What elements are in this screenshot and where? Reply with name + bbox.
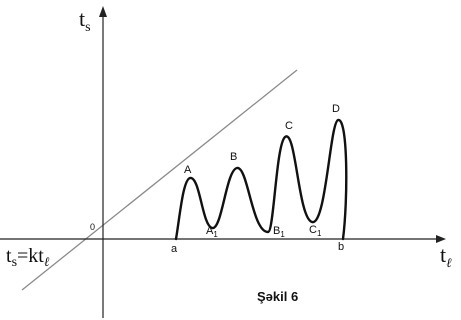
figure-caption: Şəkil 6 bbox=[257, 290, 298, 303]
trough-label-a1: A1 bbox=[206, 226, 218, 237]
y-axis-label: ts bbox=[79, 8, 91, 30]
x-axis-label-sub: ℓ bbox=[446, 255, 451, 270]
trough-label-b1: B1 bbox=[273, 226, 285, 237]
trough-label-c1-base: C bbox=[309, 224, 317, 236]
trough-label-c1: C1 bbox=[309, 225, 321, 236]
endpoint-label-a: a bbox=[171, 244, 177, 255]
trough-label-b1-sub: 1 bbox=[280, 230, 284, 239]
endpoint-label-b: b bbox=[338, 242, 344, 253]
peak-label-c: C bbox=[285, 121, 293, 132]
peak-label-a: A bbox=[184, 165, 191, 176]
wave-curve bbox=[176, 120, 346, 239]
origin-label: 0 bbox=[90, 223, 95, 232]
equation-lhs: t bbox=[6, 245, 12, 267]
trough-label-a1-sub: 1 bbox=[213, 230, 217, 239]
trough-label-c1-sub: 1 bbox=[317, 229, 321, 238]
x-axis-label: tℓ bbox=[440, 244, 452, 266]
equation-rhs-sub: ℓ bbox=[44, 254, 49, 269]
y-axis-arrow bbox=[99, 6, 107, 17]
peak-label-b: B bbox=[230, 152, 237, 163]
sloped-line bbox=[22, 70, 297, 290]
equation-rhs: =kt bbox=[17, 245, 44, 267]
line-equation: ts=ktℓ bbox=[6, 246, 49, 266]
peak-label-d: D bbox=[332, 104, 340, 115]
equation-lhs-sub: s bbox=[12, 255, 17, 270]
y-axis-label-sub: s bbox=[85, 20, 90, 35]
